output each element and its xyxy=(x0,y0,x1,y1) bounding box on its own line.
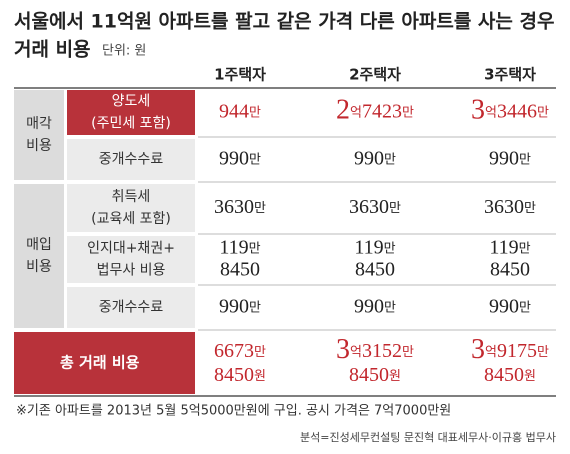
group-cell xyxy=(14,184,64,328)
column-header: 1주택자 xyxy=(214,66,266,84)
row-label: 중개수수료 xyxy=(99,152,164,168)
value: 119만 xyxy=(489,236,530,258)
footnote: ※기존 아파트를 2013년 5월 5억5000만원에 구입. 공시 가격은 7… xyxy=(16,404,451,419)
value: 8450 xyxy=(220,258,260,280)
unit: 단위: 원 xyxy=(102,44,146,59)
value: 990만 xyxy=(489,147,531,169)
value: 8450원 xyxy=(349,364,401,386)
row-label: 중개수수료 xyxy=(99,300,164,316)
row-label: 인지대+채권+ xyxy=(87,241,175,257)
value: 944만 xyxy=(219,100,261,122)
value: 8450원 xyxy=(214,364,266,386)
row-label: (교육세 포함) xyxy=(91,211,171,227)
title-line: 거래 비용 xyxy=(14,39,91,61)
value: 8450 xyxy=(355,258,395,280)
row-label-cell xyxy=(67,139,195,180)
value: 3630만 xyxy=(349,196,401,218)
value: 119만 xyxy=(354,236,395,258)
value: 8450 xyxy=(490,258,530,280)
value: 119만 xyxy=(219,236,260,258)
value: 990만 xyxy=(489,295,531,317)
value: 990만 xyxy=(219,295,261,317)
group-label: 비용 xyxy=(26,259,52,275)
row-label-cell xyxy=(67,184,195,232)
value: 3630만 xyxy=(484,196,536,218)
group-cell xyxy=(14,90,64,180)
row-label: 취득세 xyxy=(112,189,151,205)
value: 3억3446만 xyxy=(471,95,549,126)
total-label: 총 거래 비용 xyxy=(60,354,140,372)
value: 3억9175만 xyxy=(471,334,549,365)
column-header: 2주택자 xyxy=(349,66,401,84)
value: 990만 xyxy=(354,295,396,317)
value: 3억3152만 xyxy=(336,334,414,365)
row-label-cell xyxy=(67,287,195,328)
value: 990만 xyxy=(354,147,396,169)
row-label-cell xyxy=(67,90,195,135)
value: 6673만 xyxy=(214,340,266,362)
total-label-cell xyxy=(14,332,195,394)
row-label: (주민세 포함) xyxy=(91,116,171,132)
column-header: 3주택자 xyxy=(484,66,536,84)
row-label: 양도세 xyxy=(112,94,151,110)
value: 8450원 xyxy=(484,364,536,386)
value: 2억7423만 xyxy=(336,95,414,126)
title-line: 서울에서 11억원 아파트를 팔고 같은 가격 다른 아파트를 사는 경우 xyxy=(14,11,554,33)
value: 990만 xyxy=(219,147,261,169)
row-label-cell xyxy=(67,236,195,283)
group-label: 매입 xyxy=(26,237,52,253)
value: 3630만 xyxy=(214,196,266,218)
group-label: 매각 xyxy=(26,116,52,132)
source: 분석=진성세무컨설팅 문진혁 대표세무사·이규홍 법무사 xyxy=(300,430,556,444)
row-label: 법무사 비용 xyxy=(97,263,166,279)
group-label: 비용 xyxy=(26,138,52,154)
